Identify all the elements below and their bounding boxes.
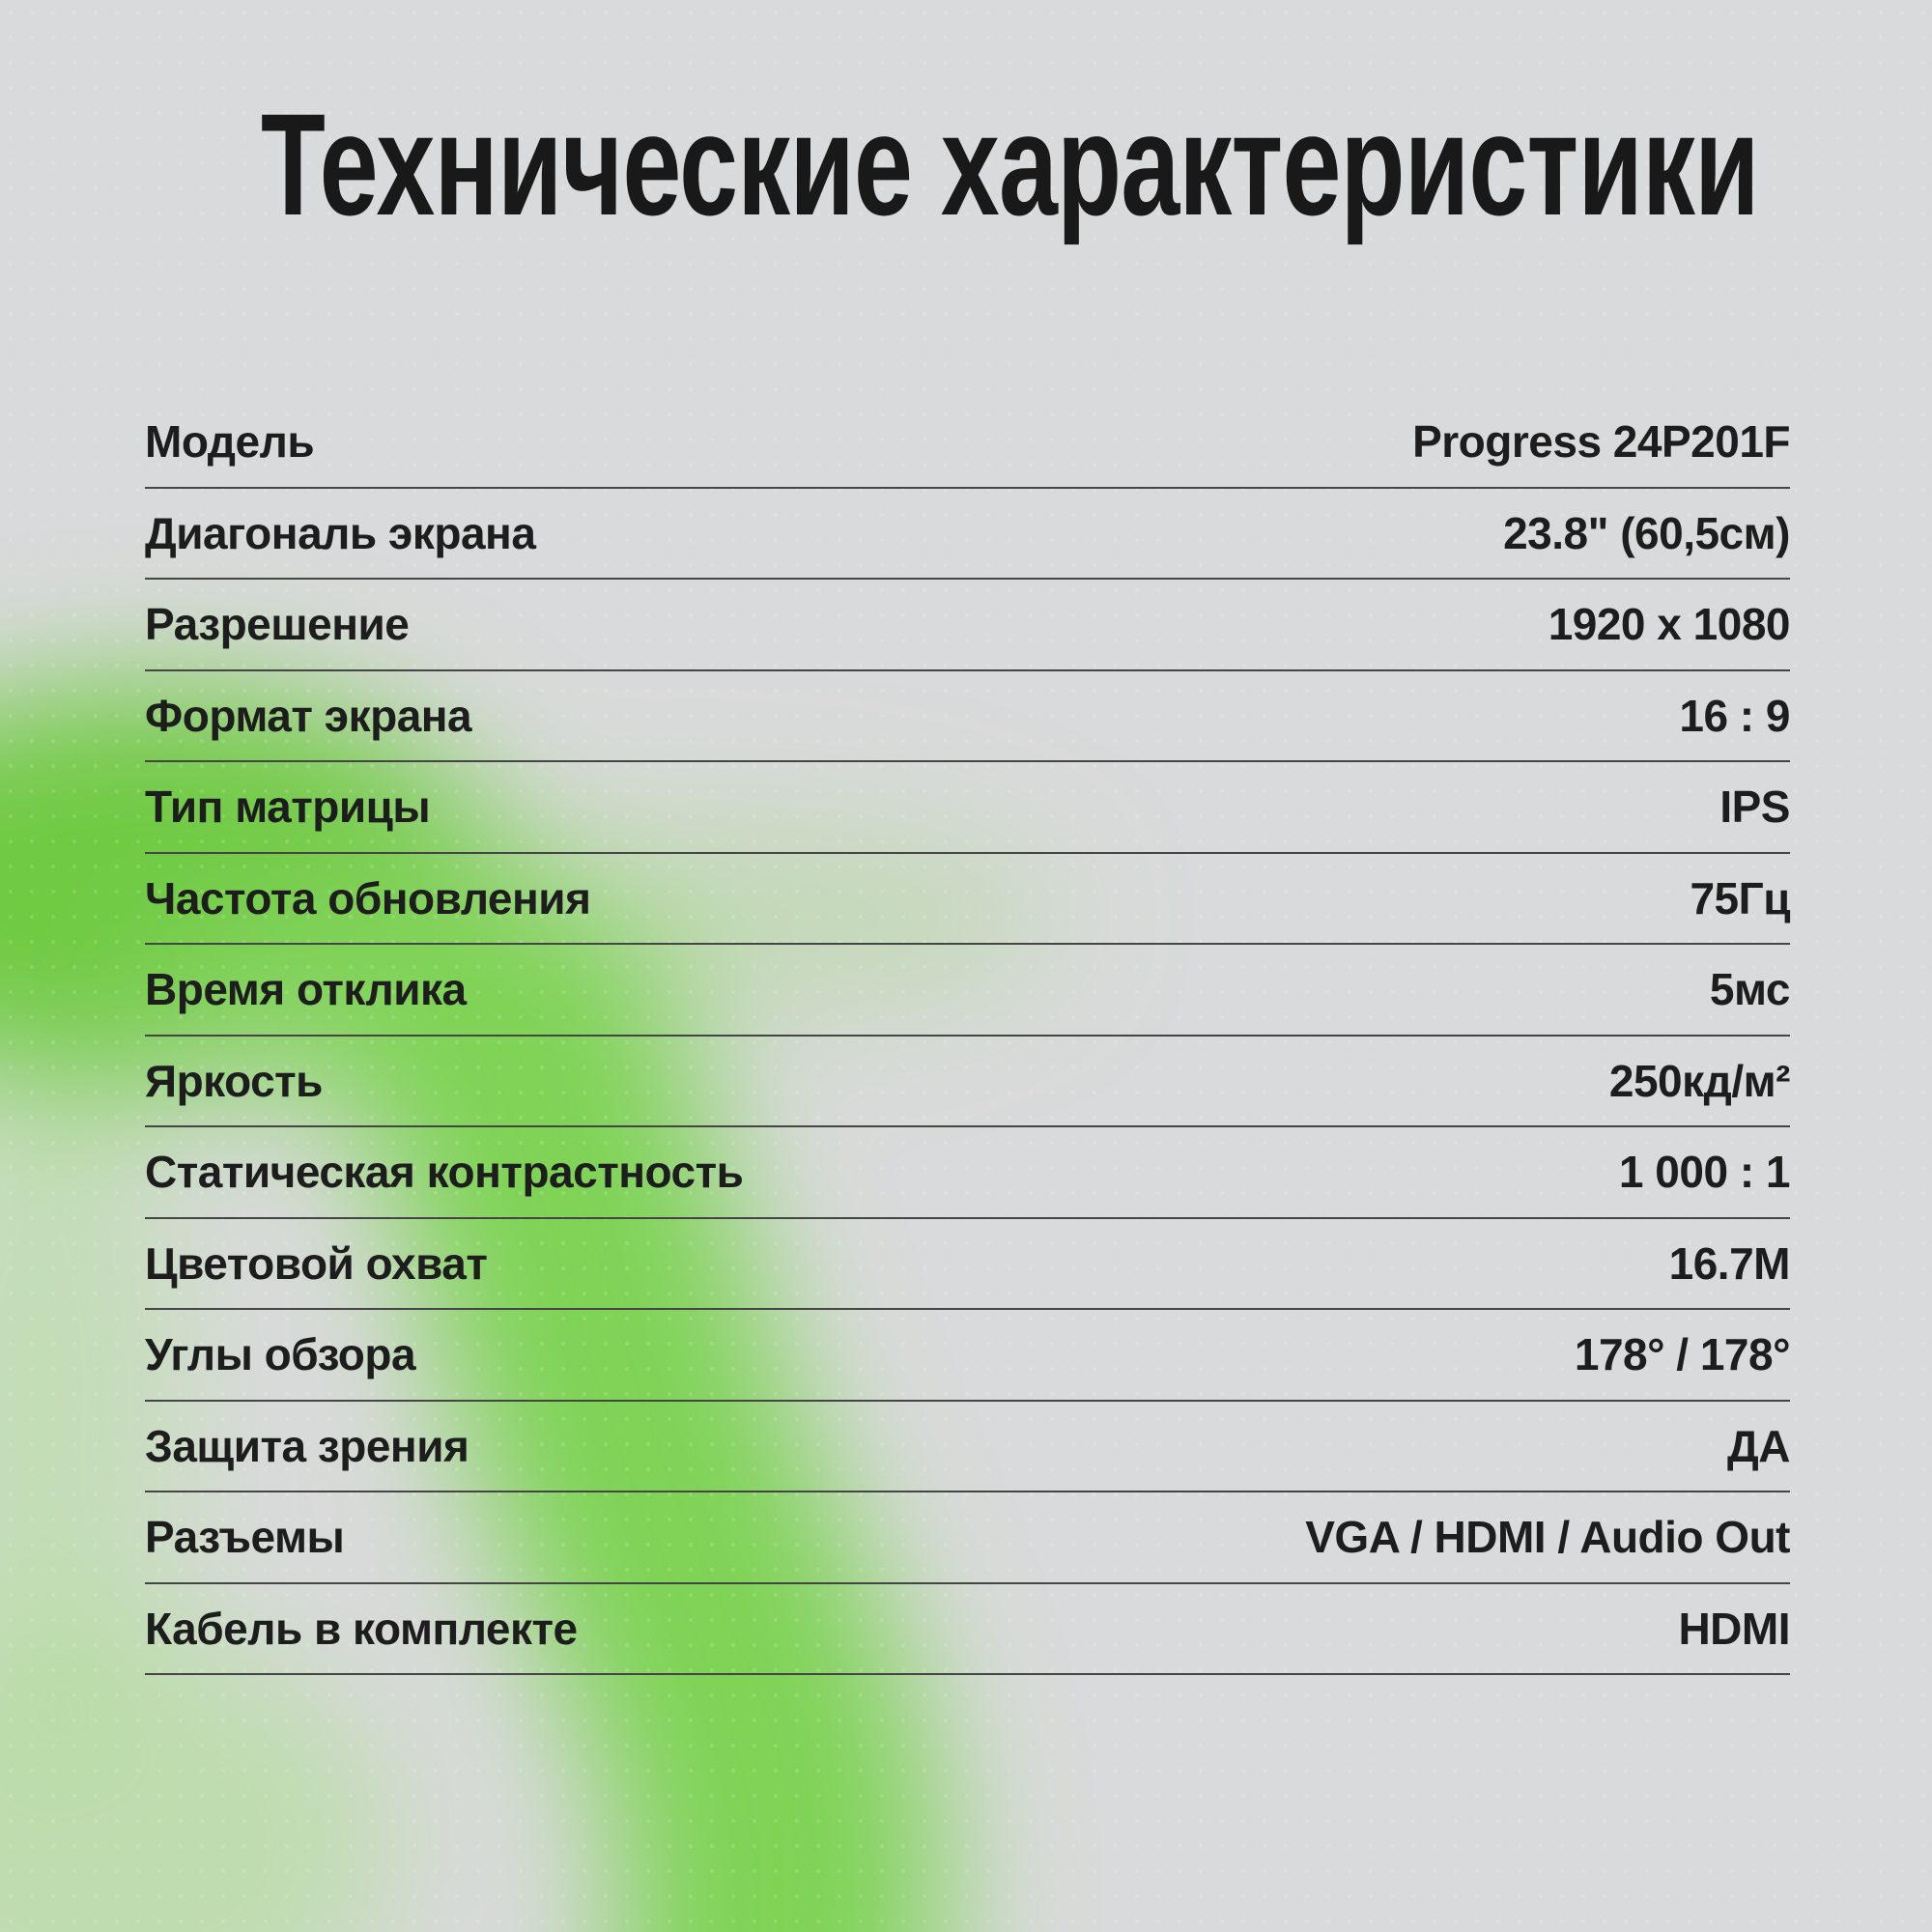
spec-value: 1920 x 1080 [1548, 599, 1791, 650]
spec-value: Progress 24P201F [1412, 416, 1790, 468]
spec-row: Цветовой охват 16.7M [145, 1219, 1791, 1310]
spec-label: Модель [145, 416, 315, 468]
page-title: Технические характеристики [261, 83, 1759, 245]
spec-value: 178° / 178° [1574, 1329, 1791, 1380]
spec-label: Цветовой охват [145, 1237, 488, 1289]
spec-label: Яркость [145, 1055, 323, 1106]
spec-label: Тип матрицы [145, 781, 431, 833]
spec-row: Диагональ экрана 23.8" (60,5см) [145, 489, 1790, 580]
spec-label: Статическая контрастность [145, 1147, 744, 1198]
spec-value: VGA / HDMI / Audio Out [1305, 1512, 1790, 1563]
spec-value: 16 : 9 [1679, 690, 1790, 741]
spec-table: Модель Progress 24P201F Диагональ экрана 23… [145, 397, 1791, 1675]
spec-label: Формат экрана [145, 690, 472, 741]
spec-row: Формат экрана 16 : 9 [145, 671, 1790, 762]
spec-value: ДА [1727, 1420, 1791, 1471]
spec-value: 23.8" (60,5см) [1503, 507, 1790, 558]
spec-value: 5мс [1709, 964, 1791, 1015]
spec-row: Защита зрения ДА [145, 1402, 1791, 1492]
spec-label: Время отклика [145, 964, 467, 1015]
spec-value: IPS [1719, 781, 1790, 833]
spec-label: Частота обновления [145, 872, 591, 923]
spec-row: Модель Progress 24P201F [145, 397, 1790, 489]
spec-row: Углы обзора 178° / 178° [145, 1310, 1791, 1402]
spec-row: Разрешение 1920 x 1080 [145, 580, 1791, 671]
spec-row: Частота обновления 75Гц [145, 854, 1790, 945]
spec-value: 1 000 : 1 [1618, 1147, 1791, 1198]
spec-value: 75Гц [1690, 872, 1790, 923]
spec-value: HDMI [1678, 1603, 1790, 1654]
spec-row: Разъемы VGA / HDMI / Audio Out [145, 1492, 1790, 1584]
spec-value: 16.7M [1668, 1237, 1791, 1289]
spec-row: Тип матрицы IPS [145, 762, 1790, 854]
spec-label: Защита зрения [145, 1420, 469, 1471]
spec-row: Яркость 250кд/м² [145, 1037, 1791, 1127]
spec-label: Углы обзора [145, 1329, 416, 1380]
spec-label: Разрешение [145, 599, 410, 650]
spec-label: Диагональ экрана [145, 507, 536, 558]
spec-row: Время отклика 5мс [145, 945, 1791, 1037]
spec-label: Разъемы [145, 1512, 345, 1563]
spec-label: Кабель в комплекте [145, 1603, 578, 1654]
spec-value: 250кд/м² [1608, 1055, 1791, 1106]
spec-row: Кабель в комплекте HDMI [145, 1584, 1790, 1675]
spec-row: Статическая контрастность 1 000 : 1 [145, 1127, 1791, 1219]
